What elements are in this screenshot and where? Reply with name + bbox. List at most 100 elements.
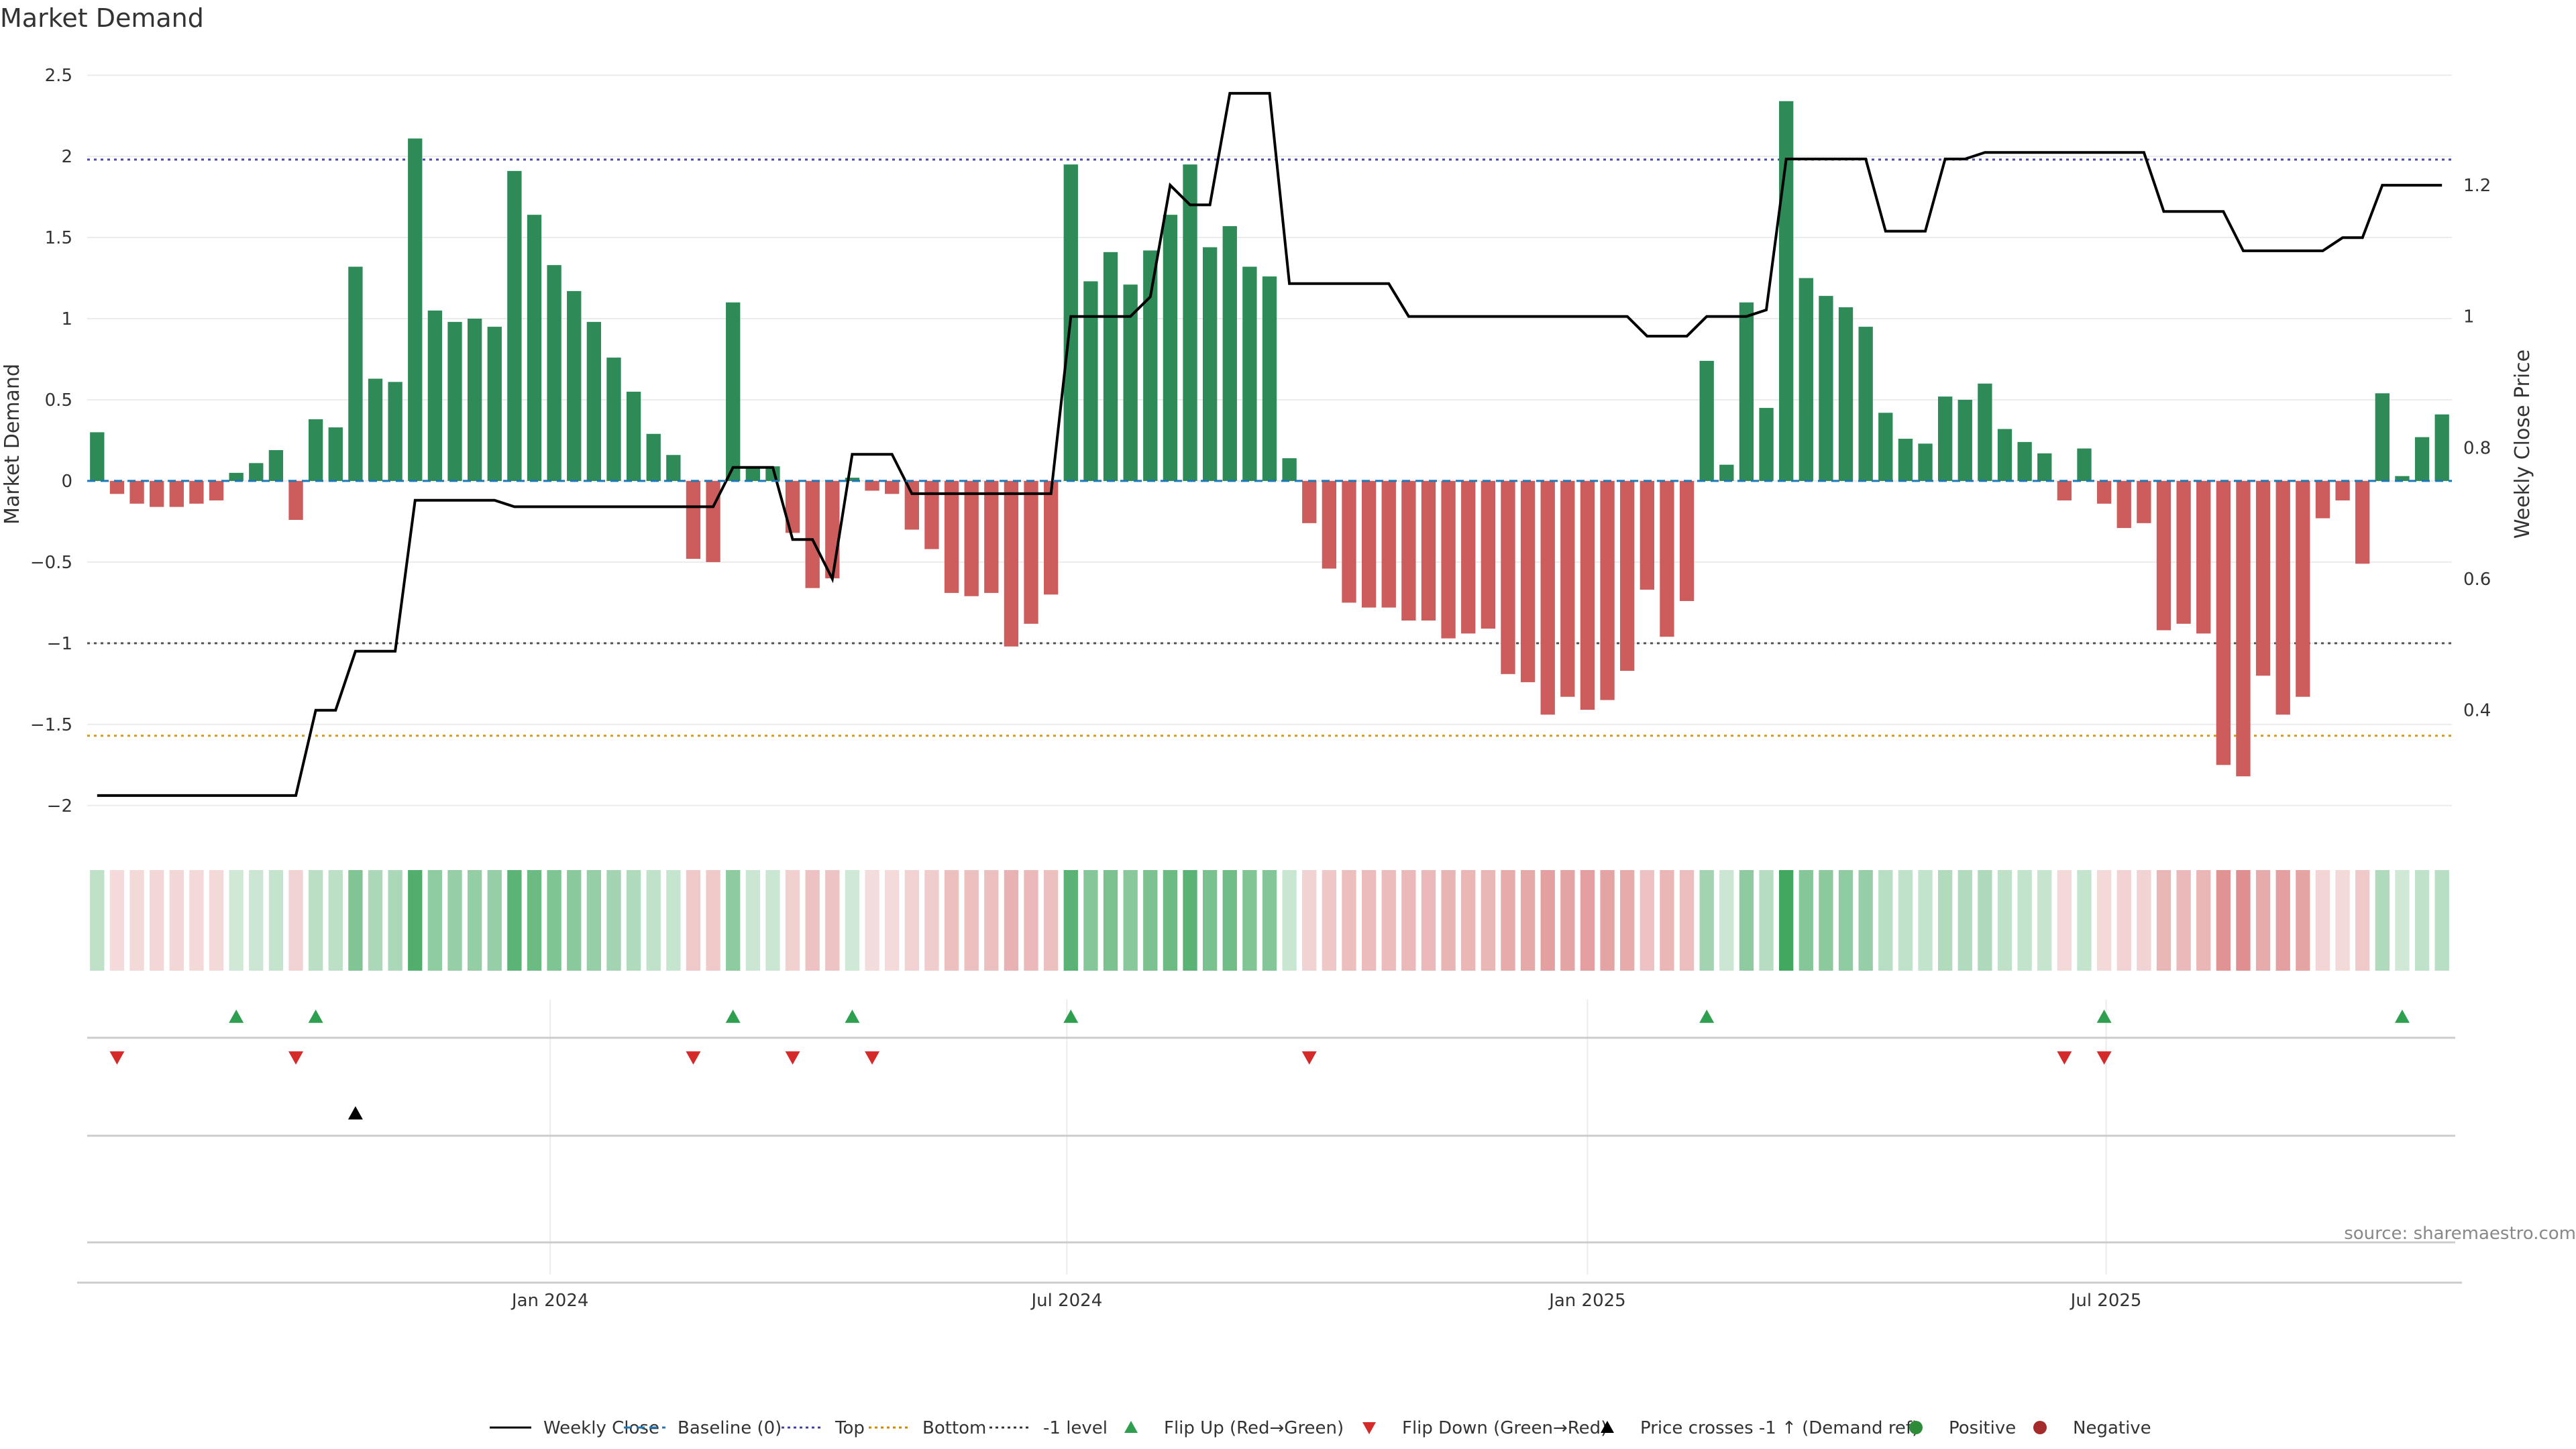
heat-cell: [984, 870, 999, 971]
heat-cell: [487, 870, 502, 971]
heat-cell: [129, 870, 144, 971]
demand-bar: [2216, 480, 2231, 765]
heat-cell: [606, 870, 621, 971]
legend-label: Positive: [1949, 1418, 2016, 1438]
y-tick-label: −1: [47, 634, 72, 654]
heat-cell: [745, 870, 760, 971]
heat-cell: [1957, 870, 1972, 971]
reference-lines: [87, 158, 2452, 737]
heat-cell: [1202, 870, 1218, 971]
heat-cell: [1143, 870, 1158, 971]
heat-cell: [1600, 870, 1615, 971]
heat-cell: [2335, 870, 2350, 971]
demand-bar: [885, 480, 900, 494]
y-tick-label: 1: [61, 309, 72, 329]
demand-bar: [1580, 480, 1595, 710]
demand-bar: [408, 138, 423, 481]
demand-bar: [1520, 480, 1536, 682]
demand-bar: [487, 327, 502, 481]
demand-bar: [1361, 480, 1377, 608]
heat-cell: [527, 870, 542, 971]
heat-cell: [1699, 870, 1714, 971]
demand-bar: [904, 480, 919, 530]
heat-cell: [706, 870, 720, 971]
demand-bar: [2414, 437, 2430, 481]
legend-label: Top: [835, 1418, 865, 1438]
heat-cell: [2434, 870, 2449, 971]
flip-down-marker: [109, 1051, 125, 1065]
demand-bar: [2236, 480, 2251, 777]
demand-bar: [2395, 476, 2410, 481]
y-tick-label: −0.5: [30, 553, 72, 573]
demand-bar: [368, 378, 383, 481]
demand-bar: [1978, 383, 1992, 481]
heat-cell: [1660, 870, 1674, 971]
heat-cell: [1302, 870, 1317, 971]
heat-cell: [1520, 870, 1536, 971]
demand-bar: [1679, 480, 1695, 601]
demand-bar: [785, 480, 800, 533]
demand-bar: [388, 382, 402, 481]
legend-label: Negative: [2073, 1418, 2151, 1438]
heat-cell: [1183, 870, 1197, 971]
heat-cell: [1898, 870, 1913, 971]
flip-down-marker: [1301, 1051, 1317, 1065]
heat-cell: [646, 870, 661, 971]
demand-bar: [1878, 413, 1893, 481]
weekly-close-series: [97, 92, 2443, 797]
demand-bar: [1937, 396, 1953, 481]
y-axis-label: Market Demand: [1, 364, 24, 525]
heat-cell: [189, 870, 204, 971]
heat-cell: [1799, 870, 1813, 971]
demand-bar: [527, 215, 542, 481]
demand-bar: [626, 391, 641, 481]
demand-bar: [1620, 480, 1635, 671]
demand-bar: [964, 480, 979, 596]
demand-bar: [1699, 360, 1714, 481]
flip-up-marker: [2096, 1010, 2112, 1023]
heat-cell: [2216, 870, 2231, 971]
legend-swatch: [1362, 1422, 1376, 1434]
heat-cell: [964, 870, 979, 971]
heat-cell: [666, 870, 681, 971]
demand-bar: [1957, 399, 1972, 481]
heat-cell: [845, 870, 860, 971]
demand-bar: [2096, 480, 2112, 504]
demand-bar: [2116, 480, 2131, 529]
flip-down-marker: [2057, 1051, 2072, 1065]
heat-cell: [1640, 870, 1654, 971]
heat-cell: [308, 870, 323, 971]
heat-cell: [567, 870, 582, 971]
heat-cell: [825, 870, 840, 971]
heat-cell: [268, 870, 284, 971]
heat-cell: [1540, 870, 1555, 971]
x-tick-label: Jul 2025: [2070, 1291, 2142, 1311]
demand-bar: [2156, 480, 2171, 631]
flip-down-marker: [785, 1051, 800, 1065]
heat-cell: [447, 870, 462, 971]
heat-cell: [2414, 870, 2430, 971]
heat-cell: [1481, 870, 1496, 971]
left-axis-ticks: −2 −1.5 −1 −0.5 0 0.5 1 1.5 2 2.5: [30, 66, 72, 816]
demand-bar: [507, 170, 522, 481]
heat-cell: [1918, 870, 1933, 971]
heat-cell: [865, 870, 879, 971]
demand-bar: [2434, 414, 2449, 481]
demand-bar: [2296, 480, 2310, 697]
demand-bar: [944, 480, 959, 593]
demand-bar: [1401, 480, 1416, 621]
demand-bar: [249, 463, 264, 481]
heat-cell: [2077, 870, 2092, 971]
demand-bar: [90, 432, 105, 481]
heat-cell: [686, 870, 701, 971]
demand-bar: [2017, 441, 2032, 481]
heat-cell: [1222, 870, 1237, 971]
y-tick-label: 0.5: [45, 390, 72, 411]
heat-cell: [2176, 870, 2191, 971]
heat-cell: [1779, 870, 1794, 971]
heat-cell: [1381, 870, 1396, 971]
heat-cell: [1083, 870, 1098, 971]
y2-tick-label: 1: [2463, 307, 2475, 327]
heat-cell: [1858, 870, 1873, 971]
demand-bar: [586, 321, 602, 481]
